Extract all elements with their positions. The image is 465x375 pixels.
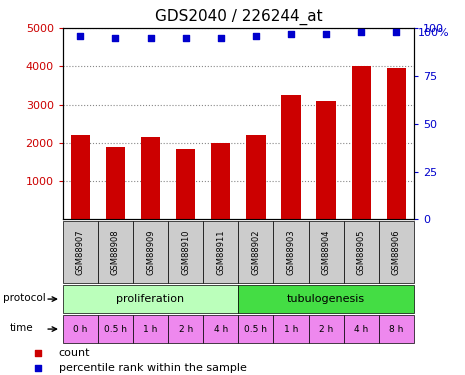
Bar bbox=[379, 221, 414, 283]
Point bbox=[112, 35, 119, 41]
Point bbox=[34, 365, 42, 371]
Title: GDS2040 / 226244_at: GDS2040 / 226244_at bbox=[154, 9, 322, 26]
Text: GSM88904: GSM88904 bbox=[322, 230, 331, 275]
Text: GSM88907: GSM88907 bbox=[76, 230, 85, 275]
Bar bbox=[309, 315, 344, 343]
Text: tubulogenesis: tubulogenesis bbox=[287, 294, 365, 304]
Text: GSM88905: GSM88905 bbox=[357, 230, 365, 275]
Bar bbox=[63, 221, 98, 283]
Text: GSM88902: GSM88902 bbox=[252, 230, 260, 275]
Bar bbox=[344, 221, 379, 283]
Bar bbox=[239, 221, 273, 283]
Text: 0 h: 0 h bbox=[73, 324, 87, 334]
Bar bbox=[309, 221, 344, 283]
Text: 8 h: 8 h bbox=[389, 324, 404, 334]
Point bbox=[34, 350, 42, 356]
Bar bbox=[141, 137, 160, 219]
Point bbox=[287, 31, 295, 37]
Bar bbox=[63, 285, 239, 313]
Bar bbox=[273, 221, 309, 283]
Text: 4 h: 4 h bbox=[213, 324, 228, 334]
Bar bbox=[168, 221, 203, 283]
Bar bbox=[98, 315, 133, 343]
Point bbox=[392, 29, 400, 35]
Point bbox=[182, 35, 189, 41]
Text: GSM88910: GSM88910 bbox=[181, 230, 190, 275]
Point bbox=[358, 29, 365, 35]
Bar bbox=[98, 221, 133, 283]
Text: 1 h: 1 h bbox=[143, 324, 158, 334]
Text: 0.5 h: 0.5 h bbox=[104, 324, 127, 334]
Bar bbox=[316, 101, 336, 219]
Text: GSM88911: GSM88911 bbox=[216, 230, 225, 275]
Bar bbox=[168, 315, 203, 343]
Bar bbox=[273, 315, 309, 343]
Bar bbox=[281, 95, 301, 219]
Text: GSM88908: GSM88908 bbox=[111, 230, 120, 275]
Bar bbox=[203, 221, 239, 283]
Text: time: time bbox=[9, 322, 33, 333]
Text: GSM88909: GSM88909 bbox=[146, 230, 155, 275]
Bar bbox=[211, 143, 231, 219]
Bar bbox=[106, 147, 125, 219]
Bar bbox=[133, 221, 168, 283]
Bar bbox=[352, 66, 371, 219]
Bar bbox=[239, 285, 414, 313]
Text: percentile rank within the sample: percentile rank within the sample bbox=[59, 363, 247, 374]
Text: count: count bbox=[59, 348, 90, 358]
Bar bbox=[379, 315, 414, 343]
Text: 4 h: 4 h bbox=[354, 324, 368, 334]
Text: 2 h: 2 h bbox=[179, 324, 193, 334]
Bar bbox=[133, 315, 168, 343]
Point bbox=[217, 35, 225, 41]
Text: 100%: 100% bbox=[418, 28, 449, 38]
Bar bbox=[246, 135, 266, 219]
Bar bbox=[71, 135, 90, 219]
Bar bbox=[176, 148, 195, 219]
Point bbox=[147, 35, 154, 41]
Bar bbox=[386, 68, 406, 219]
Text: 1 h: 1 h bbox=[284, 324, 298, 334]
Point bbox=[77, 33, 84, 39]
Text: GSM88906: GSM88906 bbox=[392, 230, 401, 275]
Bar bbox=[239, 315, 273, 343]
Text: 2 h: 2 h bbox=[319, 324, 333, 334]
Bar bbox=[63, 315, 98, 343]
Text: GSM88903: GSM88903 bbox=[286, 230, 295, 275]
Text: protocol: protocol bbox=[3, 292, 46, 303]
Text: proliferation: proliferation bbox=[116, 294, 185, 304]
Text: 0.5 h: 0.5 h bbox=[245, 324, 267, 334]
Point bbox=[322, 31, 330, 37]
Bar bbox=[203, 315, 239, 343]
Bar bbox=[344, 315, 379, 343]
Point bbox=[252, 33, 259, 39]
